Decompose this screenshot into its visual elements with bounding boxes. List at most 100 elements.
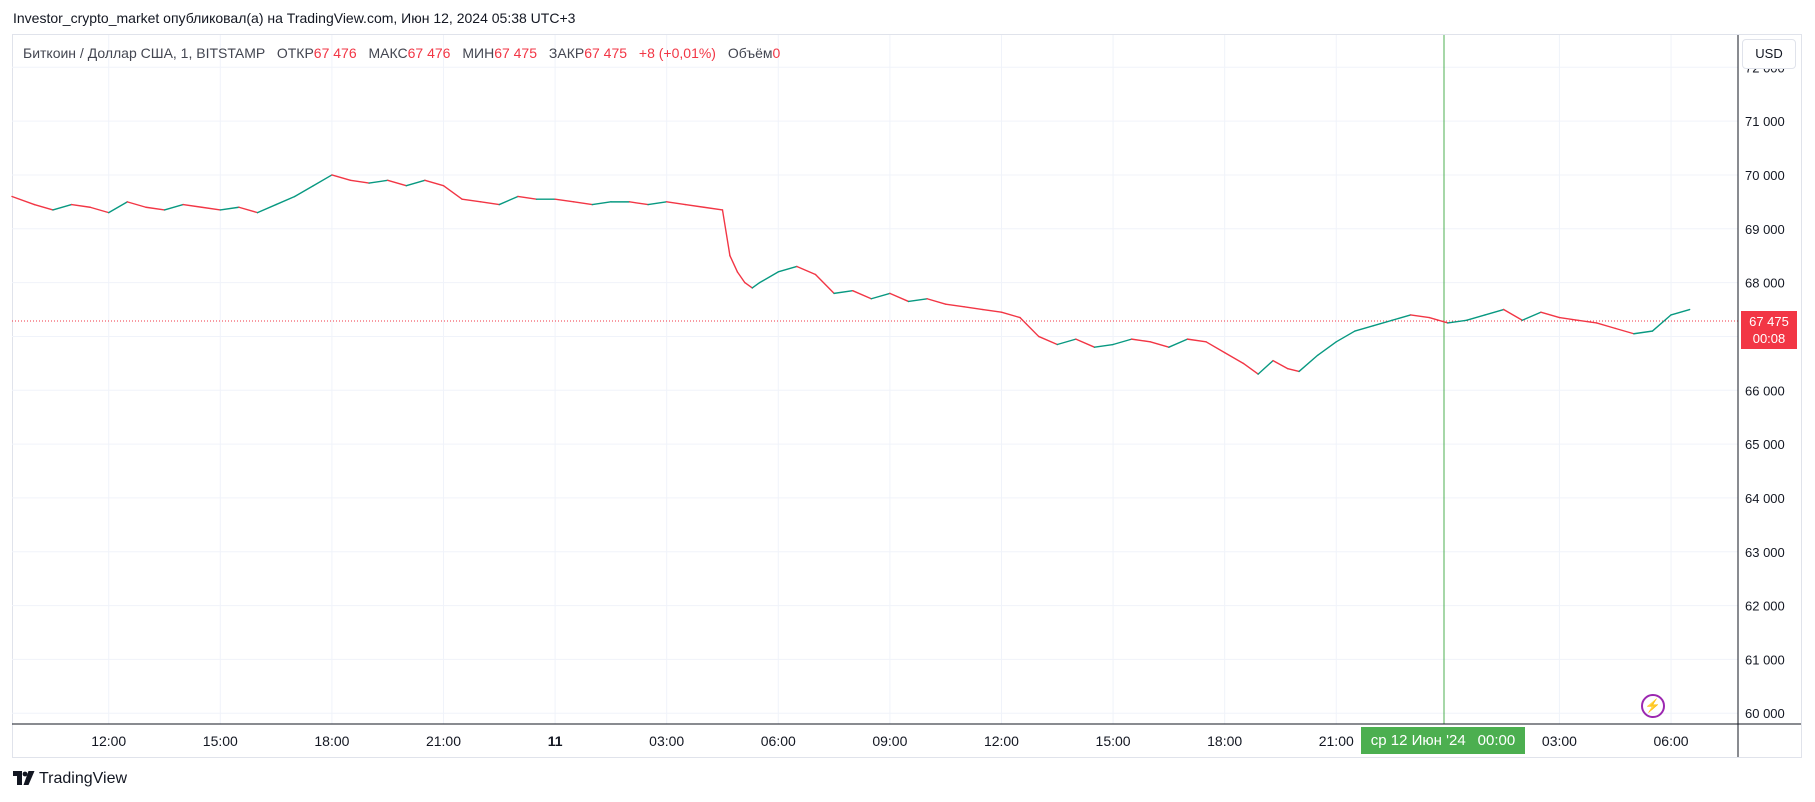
price-segment — [1037, 335, 1058, 346]
price-segment — [498, 195, 519, 206]
price-segment — [889, 292, 910, 303]
price-segment — [1447, 319, 1468, 324]
x-tick-label: 15:00 — [1096, 733, 1131, 749]
price-segment — [424, 179, 445, 187]
price-segment — [145, 206, 166, 211]
price-segment — [201, 206, 222, 211]
lightning-icon[interactable]: ⚡ — [1641, 694, 1665, 718]
price-segment — [387, 179, 408, 187]
tradingview-logo-icon — [13, 771, 35, 785]
x-tick-label: 21:00 — [1319, 733, 1354, 749]
price-segment — [1335, 330, 1356, 343]
price-segment — [368, 179, 389, 184]
price-segment — [331, 174, 352, 182]
price-segment — [1205, 341, 1226, 354]
price-segment — [758, 271, 779, 284]
y-tick-label: 63 000 — [1745, 545, 1785, 560]
x-tick-label: 21:00 — [426, 733, 461, 749]
price-segment — [349, 179, 370, 184]
price-segment — [108, 201, 129, 214]
price-segment — [479, 201, 500, 206]
grid-lines — [12, 35, 1738, 724]
price-segment — [89, 206, 110, 214]
chart-frame — [12, 34, 1802, 758]
price-segment — [294, 185, 315, 198]
y-tick-label: 61 000 — [1745, 652, 1785, 667]
x-tick-label: 12:00 — [91, 733, 126, 749]
price-segment — [907, 298, 928, 303]
price-segment — [833, 289, 854, 295]
price-segment — [1558, 316, 1579, 321]
y-tick-label: 62 000 — [1745, 599, 1785, 614]
price-segment — [1000, 311, 1021, 319]
price-segment — [1272, 359, 1289, 370]
price-segment — [982, 308, 1003, 313]
price-segment — [944, 303, 965, 308]
price-segment — [1391, 314, 1412, 321]
price-segment — [744, 281, 753, 289]
price-segment — [591, 201, 612, 206]
price-segment — [751, 281, 761, 289]
price-segment — [1093, 343, 1114, 348]
price-segment — [736, 271, 746, 284]
x-tick-label: 03:00 — [1542, 733, 1577, 749]
legend-low-label: МИН — [462, 45, 495, 61]
price-segment — [1595, 322, 1616, 330]
x-tick-label: 06:00 — [1654, 733, 1689, 749]
x-tick-label: 15:00 — [203, 733, 238, 749]
price-segment — [796, 265, 817, 276]
price-segment — [1670, 308, 1691, 316]
legend-close-value: 67 475 — [584, 45, 628, 61]
price-segment — [1019, 316, 1040, 338]
price-segment — [1149, 341, 1170, 348]
x-tick-label: 03:00 — [649, 733, 684, 749]
price-segment — [703, 206, 724, 211]
price-segment — [1168, 338, 1189, 348]
price-segment — [721, 209, 731, 257]
y-tick-label: 69 000 — [1745, 222, 1785, 237]
price-segment — [1484, 308, 1505, 316]
y-tick-label: 71 000 — [1745, 114, 1785, 129]
price-segment — [1130, 338, 1151, 343]
price-segment — [442, 185, 463, 200]
currency-button[interactable]: USD — [1742, 39, 1796, 69]
last-price-value: 67 475 — [1749, 314, 1789, 329]
legend-open-label: ОТКР — [276, 45, 314, 61]
y-tick-label: 66 000 — [1745, 383, 1785, 398]
price-segment — [665, 201, 686, 206]
price-segment — [554, 198, 575, 203]
price-segment — [461, 198, 482, 203]
publisher-info: Investor_crypto_market опубликовал(а) на… — [13, 10, 576, 26]
y-tick-label: 64 000 — [1745, 491, 1785, 506]
x-tick-label: 18:00 — [1207, 733, 1242, 749]
price-segment — [1577, 319, 1598, 324]
y-tick-label: 65 000 — [1745, 437, 1785, 452]
x-tick-label: 11 — [548, 733, 563, 749]
price-segment — [1521, 311, 1542, 321]
price-segment — [182, 203, 203, 208]
price-segment — [1257, 359, 1274, 375]
price-segment — [1651, 314, 1672, 332]
price-segment — [1056, 338, 1077, 346]
price-segment — [926, 298, 947, 305]
price-segment — [1502, 308, 1523, 321]
price-axis: 60 000 61 000 62 000 63 000 64 000 65 000 66 0… — [1745, 60, 1785, 721]
price-segment — [684, 203, 705, 208]
price-segment — [1186, 338, 1207, 343]
last-price-tag: 67 475 00:08 — [1741, 311, 1797, 349]
tradingview-brand[interactable]: TradingView — [13, 770, 127, 788]
price-series — [11, 174, 1691, 375]
price-segment — [1316, 341, 1337, 356]
price-segment — [1372, 319, 1393, 327]
price-segment — [275, 195, 296, 206]
price-segment — [405, 179, 426, 187]
y-tick-label: 68 000 — [1745, 276, 1785, 291]
price-segment — [517, 195, 538, 200]
price-segment — [1633, 330, 1654, 335]
legend-high-label: МАКС — [368, 45, 408, 61]
price-segment — [256, 203, 277, 214]
price-segment — [963, 306, 984, 311]
legend-symbol: Биткоин / Доллар США, 1, BITSTAMP — [23, 45, 265, 61]
x-tick-label: 09:00 — [872, 733, 907, 749]
